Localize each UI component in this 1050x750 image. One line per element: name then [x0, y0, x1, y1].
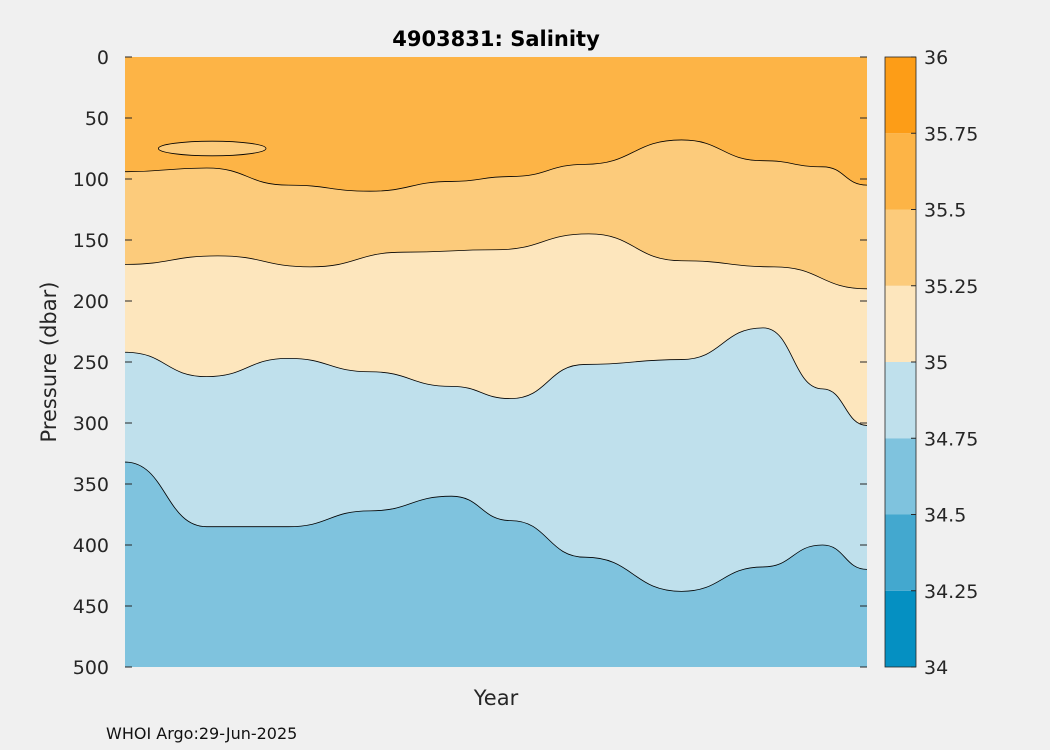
- y-tick-label: 150: [73, 230, 109, 252]
- colorbar: 34 34.25 34.5 34.75 35 35.25 35.5 35.75 36: [884, 47, 978, 679]
- y-tick-label: 500: [73, 657, 109, 679]
- x-axis-label: Year: [473, 686, 519, 710]
- y-tick-label: 200: [73, 291, 109, 313]
- colorbar-swatch: [885, 362, 916, 439]
- colorbar-tick-label: 35: [924, 352, 948, 374]
- y-tick-label: 400: [73, 535, 109, 557]
- y-tick-label: 0: [97, 47, 109, 69]
- footer-credit: WHOI Argo:29-Jun-2025: [106, 724, 298, 743]
- colorbar-tick-label: 34.25: [924, 581, 978, 603]
- colorbar-tick-label: 35.75: [924, 123, 978, 145]
- colorbar-tick-label: 34.75: [924, 428, 978, 450]
- y-tick-label: 300: [73, 413, 109, 435]
- contour-band-4: [125, 462, 867, 667]
- contour-line-4: [125, 461, 867, 592]
- y-tick-label: 350: [73, 474, 109, 496]
- colorbar-tick-label: 34: [924, 657, 948, 679]
- colorbar-tick-label: 35.25: [924, 276, 978, 298]
- y-tick-label: 450: [73, 596, 109, 618]
- plot-area: [125, 57, 867, 667]
- colorbar-tick-label: 35.5: [924, 200, 966, 222]
- closed-contour-0: [157, 140, 267, 157]
- y-tick-label: 100: [73, 169, 109, 191]
- y-axis-label: Pressure (dbar): [37, 282, 61, 443]
- contour-line-3: [125, 327, 867, 426]
- colorbar-swatch: [885, 133, 916, 210]
- colorbar-tick-label: 36: [924, 47, 948, 69]
- colorbar-tick-label: 34.5: [924, 505, 966, 527]
- colorbar-swatch: [885, 285, 916, 362]
- chart-title: 4903831: Salinity: [392, 27, 600, 51]
- y-tick-label: 50: [85, 108, 109, 130]
- colorbar-swatch: [885, 514, 916, 591]
- contour-line-2: [125, 233, 867, 290]
- y-tick-label: 250: [73, 352, 109, 374]
- y-axis: 0 50 100 150 200 250 300 350 400 450 500: [73, 47, 867, 679]
- colorbar-swatch: [885, 57, 916, 134]
- contour-line-1: [125, 139, 867, 192]
- colorbar-swatch: [885, 590, 916, 667]
- colorbar-swatch: [885, 209, 916, 286]
- colorbar-swatch: [885, 438, 916, 515]
